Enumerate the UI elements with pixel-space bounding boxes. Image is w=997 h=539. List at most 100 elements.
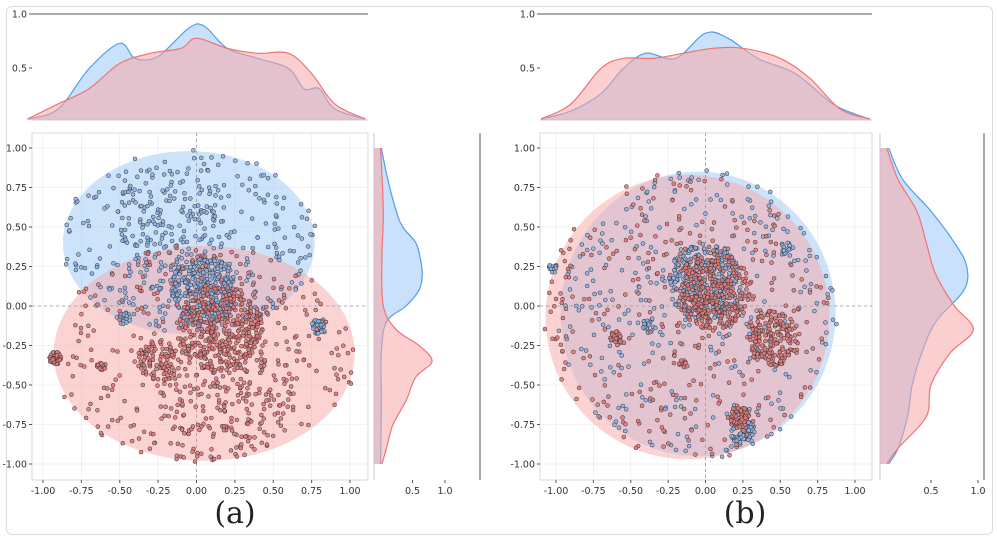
red-cluster-point bbox=[729, 255, 735, 260]
red-cluster-point bbox=[718, 249, 723, 254]
red-cluster-point bbox=[176, 365, 181, 371]
top-density-plot: 1.00.5 bbox=[520, 10, 872, 121]
red-point bbox=[730, 197, 735, 203]
red-point bbox=[804, 319, 809, 325]
red-cluster-point bbox=[165, 353, 170, 359]
blue-cluster-point bbox=[653, 325, 658, 331]
blue-cluster-point bbox=[748, 424, 754, 430]
red-cluster-point bbox=[220, 286, 226, 292]
red-cluster-point bbox=[242, 367, 247, 372]
blue-cluster-point bbox=[193, 260, 199, 265]
red-cluster-point bbox=[201, 293, 206, 299]
blue-cluster-point bbox=[670, 288, 675, 294]
red-cluster-point bbox=[772, 322, 778, 328]
red-cluster-point bbox=[282, 381, 287, 386]
blue-point bbox=[295, 233, 301, 238]
red-cluster-point bbox=[168, 361, 173, 367]
blue-point bbox=[710, 415, 716, 420]
red-cluster-point bbox=[291, 391, 296, 396]
red-cluster-point bbox=[225, 285, 231, 290]
red-point bbox=[294, 376, 299, 381]
red-cluster-point bbox=[733, 317, 738, 322]
blue-point bbox=[303, 255, 308, 260]
red-cluster-point bbox=[712, 274, 717, 279]
red-cluster-point bbox=[160, 346, 165, 351]
blue-point bbox=[221, 205, 227, 210]
blue-point bbox=[662, 406, 668, 412]
red-point bbox=[559, 377, 564, 382]
red-point bbox=[88, 347, 94, 353]
red-point bbox=[230, 401, 235, 407]
red-point bbox=[306, 404, 311, 410]
blue-point bbox=[298, 268, 303, 273]
red-point bbox=[95, 408, 100, 413]
red-point bbox=[109, 417, 115, 423]
red-point bbox=[682, 246, 688, 252]
red-point bbox=[614, 248, 620, 254]
red-point bbox=[691, 378, 696, 383]
blue-point bbox=[640, 261, 646, 266]
red-point bbox=[202, 254, 208, 259]
red-point bbox=[323, 385, 328, 391]
red-cluster-point bbox=[188, 390, 193, 395]
red-point bbox=[763, 233, 769, 239]
blue-point bbox=[647, 439, 653, 445]
blue-cluster-point bbox=[159, 236, 165, 241]
blue-point bbox=[123, 290, 128, 295]
blue-cluster-point bbox=[139, 203, 144, 209]
red-cluster-point bbox=[223, 331, 229, 337]
blue-point bbox=[148, 194, 154, 199]
blue-point bbox=[250, 245, 255, 251]
blue-point bbox=[239, 209, 244, 215]
blue-point bbox=[692, 406, 698, 412]
blue-cluster-point bbox=[702, 250, 708, 255]
red-cluster-point bbox=[718, 319, 723, 324]
red-cluster-point bbox=[689, 294, 695, 300]
blue-point bbox=[107, 287, 112, 292]
blue-point bbox=[812, 308, 817, 314]
red-cluster-point bbox=[738, 296, 744, 302]
blue-point bbox=[85, 218, 91, 224]
blue-point bbox=[202, 226, 207, 231]
red-cluster-point bbox=[252, 344, 257, 350]
blue-cluster-point bbox=[134, 252, 140, 258]
red-cluster-point bbox=[715, 306, 720, 311]
red-cluster-point bbox=[719, 292, 725, 297]
blue-point bbox=[769, 401, 774, 406]
red-point bbox=[115, 418, 121, 423]
red-point bbox=[193, 248, 199, 253]
red-cluster-point bbox=[705, 286, 711, 291]
red-top-density-fill bbox=[27, 38, 366, 121]
right-density-plot: 0.5 1.0 bbox=[373, 133, 481, 497]
blue-cluster-point bbox=[147, 199, 153, 205]
red-point bbox=[181, 455, 186, 460]
blue-point bbox=[788, 414, 794, 419]
blue-point bbox=[162, 311, 168, 316]
red-point bbox=[637, 389, 642, 395]
red-cluster-point bbox=[684, 275, 690, 280]
red-point bbox=[771, 276, 777, 281]
red-point bbox=[769, 280, 774, 286]
blue-cluster-point bbox=[746, 420, 751, 425]
blue-point bbox=[643, 214, 648, 219]
blue-point bbox=[66, 228, 72, 233]
blue-cluster-point bbox=[133, 256, 138, 262]
red-point bbox=[646, 250, 651, 256]
red-point bbox=[271, 373, 277, 378]
blue-point bbox=[192, 216, 198, 222]
red-point bbox=[826, 295, 831, 301]
red-point bbox=[98, 395, 104, 401]
blue-point bbox=[68, 215, 73, 221]
red-point bbox=[299, 421, 304, 427]
red-point bbox=[681, 406, 687, 412]
red-cluster-point bbox=[196, 323, 201, 329]
blue-point bbox=[795, 257, 801, 263]
red-cluster-point bbox=[719, 277, 725, 283]
blue-point bbox=[215, 162, 221, 168]
red-cluster-point bbox=[237, 385, 243, 391]
red-cluster-point bbox=[780, 347, 785, 352]
blue-point bbox=[276, 226, 281, 231]
red-cluster-point bbox=[727, 310, 733, 315]
blue-point bbox=[824, 330, 829, 335]
red-point bbox=[134, 408, 140, 413]
